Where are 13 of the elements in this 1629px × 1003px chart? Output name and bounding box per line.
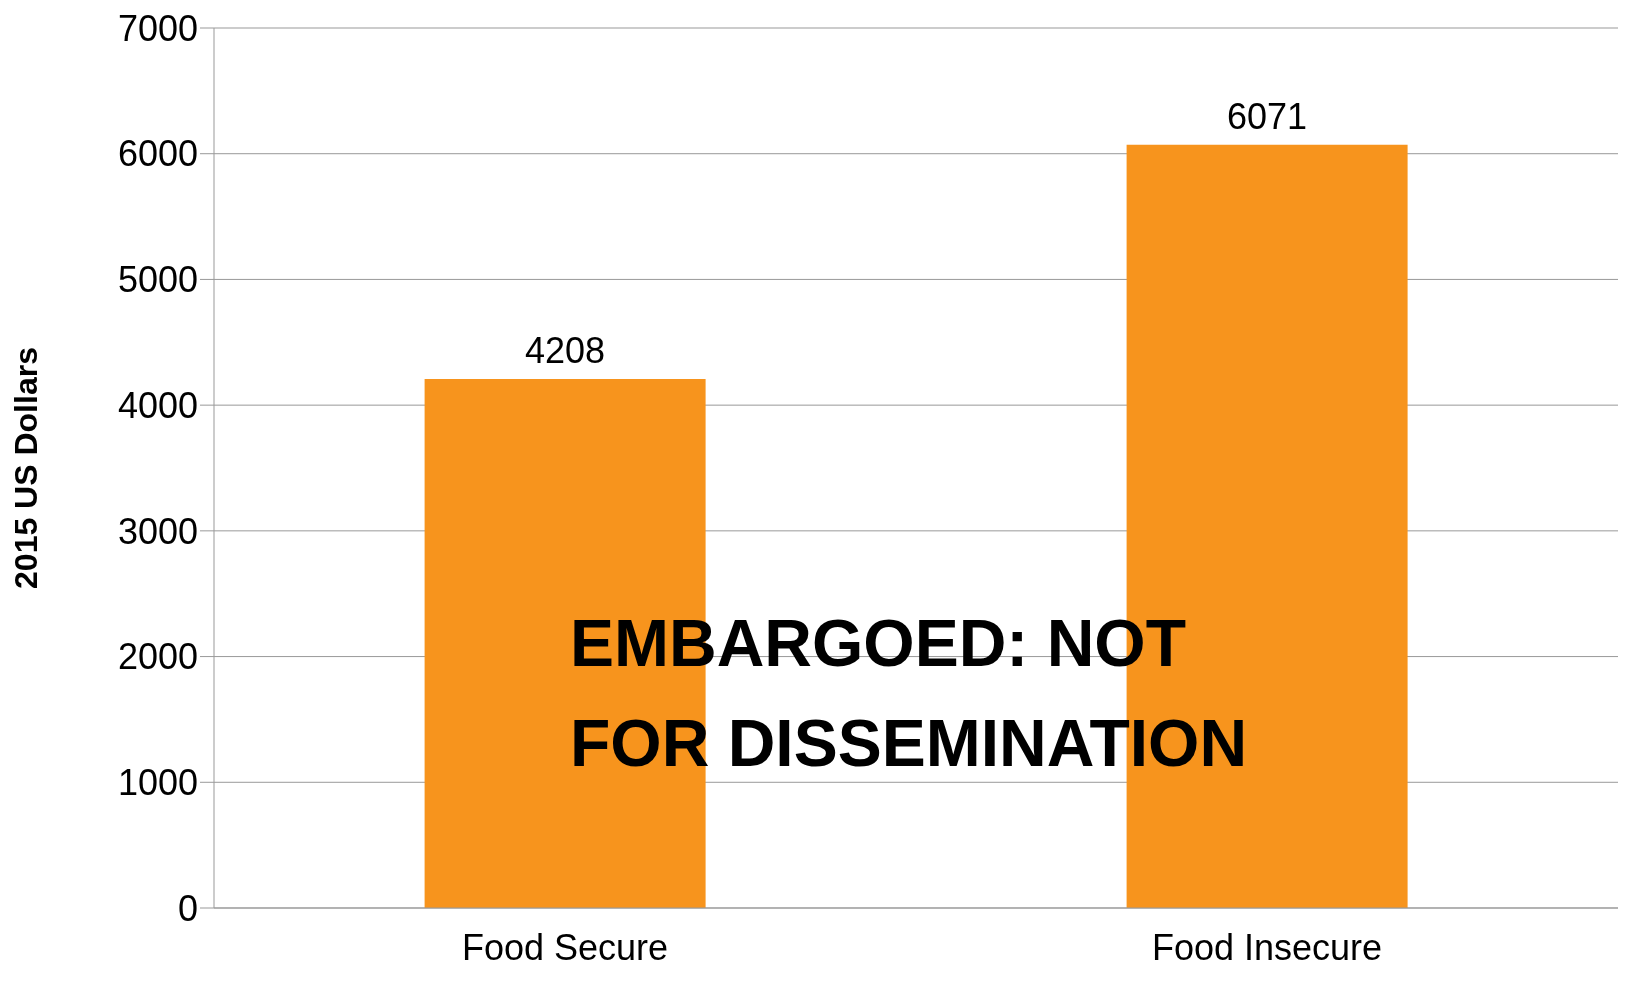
y-tick-label: 7000 [117,7,198,49]
data-label: 6071 [1227,95,1308,137]
y-tick-label: 5000 [117,259,198,301]
y-tick-label: 0 [177,887,198,929]
y-tick-label: 4000 [117,384,198,426]
y-tick-label: 6000 [117,133,198,175]
x-tick-label: Food Insecure [1151,926,1383,968]
x-tick-label: Food Secure [461,926,669,968]
data-label: 4208 [525,329,606,371]
y-tick-label: 2000 [117,636,198,678]
y-tick-label: 1000 [117,762,198,804]
y-axis-title: 2015 US Dollars [8,347,45,589]
y-tick-label: 3000 [117,510,198,552]
